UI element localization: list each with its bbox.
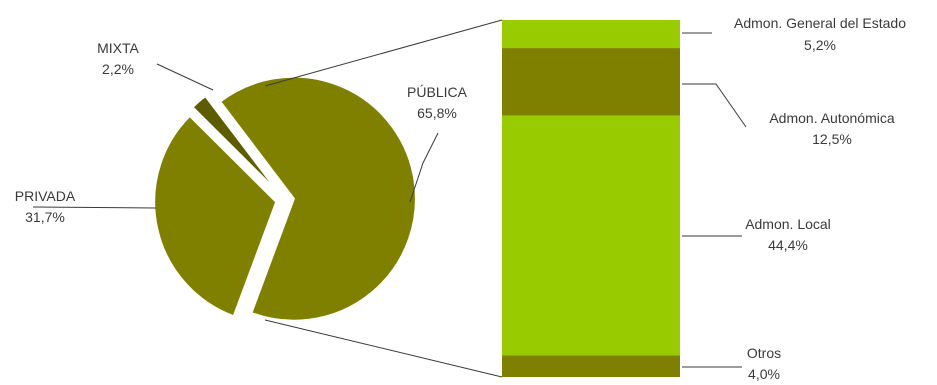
connector-line-bottom — [264, 319, 503, 378]
bar-segment-local — [502, 115, 680, 356]
bar-label-estado-value: 5,2% — [804, 37, 836, 53]
connector-line-top — [264, 19, 503, 87]
bar-label-local-value: 44,4% — [768, 237, 808, 253]
pie-label-privada-name: PRIVADA — [15, 188, 76, 204]
bar-segment-autonomica — [502, 48, 680, 116]
pie-slice-publica — [218, 75, 417, 322]
stacked-bar-chart — [502, 20, 680, 377]
pie-label-mixta-name: MIXTA — [97, 40, 139, 56]
bar-label-estado-name: Admon. General del Estado — [734, 15, 906, 31]
pie-label-mixta-value: 2,2% — [102, 61, 134, 77]
bar-segment-otros — [502, 355, 680, 377]
bar-label-local-name: Admon. Local — [745, 216, 831, 232]
connector-lines — [264, 19, 503, 378]
leader-line-mixta — [156, 63, 214, 91]
pie-slice-privada — [153, 114, 278, 318]
pie-slice-mixta — [191, 94, 280, 194]
bar-label-otros-value: 4,0% — [748, 366, 780, 382]
leader-line-privada — [32, 206, 157, 209]
pie-label-publica-value: 65,8% — [417, 105, 457, 121]
leader-line-publica — [409, 132, 439, 203]
pie-label-publica-name: PÚBLICA — [407, 84, 468, 100]
bar-label-autonomica-value: 12,5% — [812, 131, 852, 147]
bar-label-otros-name: Otros — [747, 345, 781, 361]
bar-segment-estado — [502, 20, 680, 49]
bar-label-autonomica-name: Admon. Autonómica — [769, 110, 895, 126]
leader-line-autonomica — [682, 83, 747, 128]
pie-chart — [153, 75, 417, 322]
pie-label-privada-value: 31,7% — [25, 209, 65, 225]
